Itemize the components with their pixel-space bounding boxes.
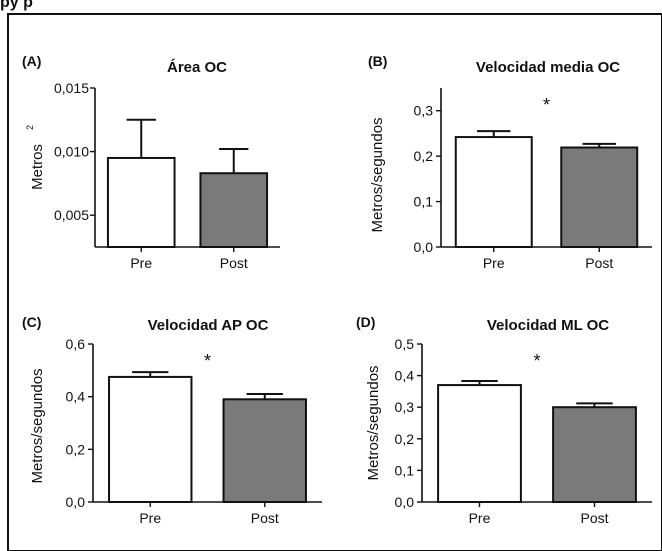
y-tick-label: 0,0 — [66, 494, 86, 510]
y-tick-label: 0,0 — [395, 494, 415, 510]
y-tick-label: 0,015 — [54, 80, 89, 96]
y-tick-label: 0,5 — [395, 336, 415, 352]
bar — [552, 406, 637, 504]
chart-title: Velocidad AP OC — [148, 317, 269, 334]
y-axis-label: Metros — [29, 144, 46, 190]
bar — [108, 375, 193, 503]
significance-marker: * — [204, 351, 211, 371]
figure-frame — [7, 13, 662, 551]
category-label: Pre — [130, 255, 152, 271]
category-label: Pre — [139, 510, 161, 526]
category-label: Post — [580, 510, 608, 526]
bar — [454, 136, 533, 248]
category-label: Pre — [469, 510, 491, 526]
y-tick-label: 0,0 — [414, 239, 434, 255]
chart-title: Velocidad media OC — [476, 59, 620, 76]
panel-letter: (C) — [22, 314, 41, 330]
category-label: Post — [585, 255, 613, 271]
chart-panel: (C) Velocidad AP OC Metros/segundos 0,6 0,4 0… — [22, 314, 322, 526]
header-fragment: py p — [0, 0, 33, 11]
y-axis-label: Metros/segundos — [29, 368, 46, 483]
y-tick-label: 0,2 — [66, 441, 86, 457]
y-tick-label: 0,005 — [54, 207, 89, 223]
chart-panel: (A) Área OC Metros 2 0,015 0,010 0,005 Pre Post — [22, 53, 280, 271]
bar — [199, 172, 269, 248]
bar — [437, 384, 522, 503]
y-tick-label: 0,1 — [395, 462, 415, 478]
y-tick-label: 0,4 — [395, 368, 415, 384]
panel-letter: (B) — [368, 53, 387, 69]
chart-panel: (D) Velocidad ML OC Metros/segundos 0,5 0,4 0… — [356, 314, 652, 526]
y-tick-label: 0,3 — [395, 399, 415, 415]
chart-panel: (B) Velocidad media OC Metros/segundos 0,3 0… — [368, 53, 652, 271]
category-label: Post — [251, 510, 279, 526]
y-tick-label: 0,4 — [66, 389, 86, 405]
significance-marker: * — [533, 351, 540, 371]
bar — [560, 146, 639, 248]
y-tick-label: 0,1 — [414, 194, 434, 210]
y-tick-label: 0,6 — [66, 336, 86, 352]
y-tick-label: 0,2 — [395, 431, 415, 447]
category-label: Pre — [483, 255, 505, 271]
chart-title: Velocidad ML OC — [487, 317, 609, 334]
y-axis-label: Metros/segundos — [365, 365, 382, 480]
y-tick-label: 0,2 — [414, 148, 434, 164]
y-tick-label: 0,010 — [54, 144, 89, 160]
bar — [222, 398, 307, 503]
panel-letter: (D) — [356, 314, 375, 330]
y-axis-label: Metros/segundos — [369, 117, 386, 232]
panel-letter: (A) — [22, 53, 41, 69]
y-tick-label: 0,3 — [414, 103, 434, 119]
category-label: Post — [220, 255, 248, 271]
y-axis-label-superscript: 2 — [25, 125, 35, 130]
significance-marker: * — [543, 95, 550, 115]
bar — [106, 156, 176, 249]
chart-title: Área OC — [167, 59, 227, 76]
